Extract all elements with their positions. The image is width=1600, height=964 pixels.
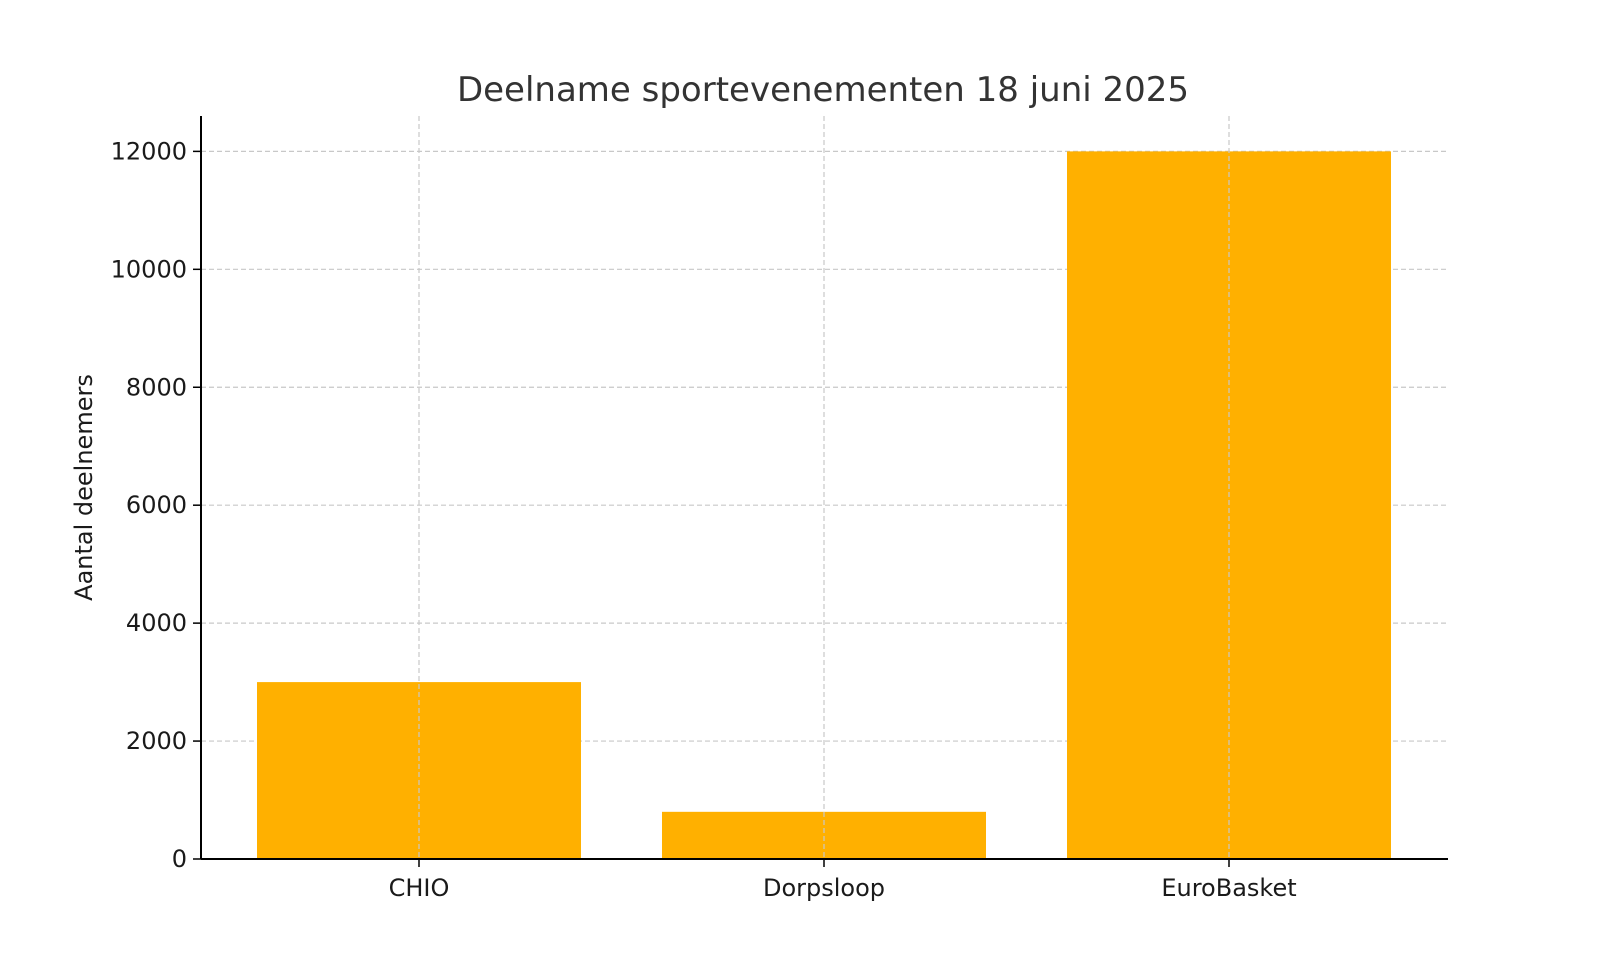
- y-tick-label: 6000: [126, 491, 187, 519]
- y-tick-label: 2000: [126, 727, 187, 755]
- y-tick-label: 4000: [126, 609, 187, 637]
- bar-dorpsloop: [662, 811, 986, 859]
- x-ticks: CHIO Dorpsloop EuroBasket: [389, 859, 1297, 902]
- y-tick-label: 0: [172, 845, 187, 873]
- y-tick-label: 8000: [126, 373, 187, 401]
- x-tick-label: EuroBasket: [1161, 874, 1296, 902]
- y-tick-label: 12000: [111, 137, 187, 165]
- y-axis-label: Aantal deelnemers: [70, 374, 98, 601]
- x-tick-label: CHIO: [389, 874, 450, 902]
- y-ticks: 0 2000 4000 6000 8000 10000 12000: [111, 137, 201, 873]
- x-tick-label: Dorpsloop: [763, 874, 885, 902]
- ygrid-overlay: [418, 116, 1230, 859]
- chart-title: Deelname sportevenementen 18 juni 2025: [457, 70, 1189, 110]
- y-tick-label: 10000: [111, 255, 187, 283]
